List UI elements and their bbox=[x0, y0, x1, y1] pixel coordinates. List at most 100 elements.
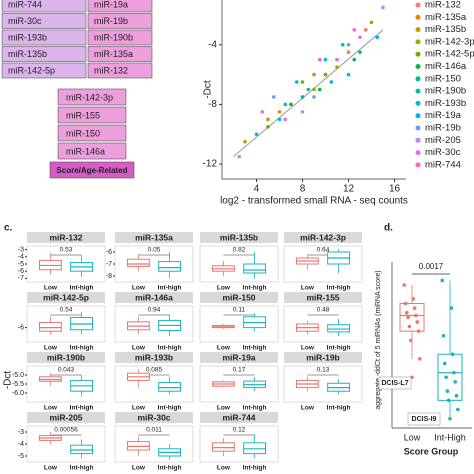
mirna-label: miR-30c bbox=[8, 16, 42, 26]
legend-label: miR-205 bbox=[425, 135, 461, 146]
legend-swatch bbox=[415, 14, 421, 20]
box bbox=[38, 322, 62, 332]
p-value: 0.0017 bbox=[419, 262, 444, 271]
p-value: 0.17 bbox=[233, 367, 246, 374]
point bbox=[445, 389, 450, 393]
point bbox=[453, 380, 458, 384]
p-value: 0.12 bbox=[233, 427, 246, 434]
point bbox=[443, 361, 447, 366]
point bbox=[243, 139, 247, 144]
y-tick-label: -5 bbox=[18, 453, 24, 460]
strip bbox=[284, 352, 362, 363]
point bbox=[266, 124, 270, 129]
x-tick-label: Int-high bbox=[327, 345, 351, 352]
point bbox=[335, 65, 339, 69]
point bbox=[440, 278, 445, 283]
p-value: 0.043 bbox=[58, 367, 75, 374]
point bbox=[414, 313, 418, 318]
y-tick-label: -6 bbox=[18, 324, 24, 331]
point bbox=[340, 42, 345, 47]
x-tick-label: 4 bbox=[254, 184, 260, 195]
point bbox=[323, 57, 328, 62]
x-tick-label: Low bbox=[132, 285, 146, 292]
legend-label: miR-30c bbox=[425, 147, 461, 158]
y-tick-label: -3 bbox=[18, 429, 24, 436]
point bbox=[277, 110, 282, 114]
box bbox=[437, 353, 463, 401]
y-tick-label: -6 bbox=[18, 268, 24, 275]
mirna-label: miR-135a bbox=[94, 49, 133, 59]
y-tick-label: -6 bbox=[106, 249, 112, 256]
p-value: 0.82 bbox=[233, 247, 246, 254]
x-tick-label: Low bbox=[404, 432, 421, 442]
legend-label: miR-19a bbox=[425, 110, 462, 121]
point bbox=[312, 95, 316, 99]
panel-bg bbox=[26, 425, 106, 463]
mirna-label: miR-155 bbox=[66, 110, 100, 120]
y-axis-label: -Dct bbox=[203, 80, 214, 99]
legend-swatch bbox=[415, 2, 421, 8]
point bbox=[450, 352, 455, 357]
point bbox=[416, 329, 421, 333]
x-tick-label: Low bbox=[217, 465, 231, 472]
y-tick-label: -3 bbox=[18, 246, 24, 253]
y-axis-label: aggregate -ddCt of 5 miRNAs (miRNA score… bbox=[375, 270, 382, 409]
point bbox=[300, 110, 305, 114]
point bbox=[456, 407, 460, 412]
y-tick-label: -4 bbox=[18, 254, 24, 261]
point bbox=[407, 324, 412, 329]
legend-label: miR-193b bbox=[425, 98, 466, 109]
annotation: DCIS-L7 bbox=[381, 380, 408, 387]
x-tick-label: Low bbox=[301, 285, 315, 292]
box bbox=[399, 303, 425, 332]
legend-label: miR-142-5p bbox=[425, 49, 474, 60]
panel-title: miR-190b bbox=[47, 352, 85, 362]
annotation-box bbox=[407, 412, 441, 426]
fit-line bbox=[233, 29, 384, 158]
x-tick-label: Int-High bbox=[434, 432, 466, 442]
legend-label: miR-135b bbox=[425, 24, 466, 35]
point bbox=[254, 132, 259, 137]
point bbox=[406, 315, 410, 320]
y-tick-label: -4 bbox=[18, 441, 24, 448]
x-tick-label: Int-high bbox=[243, 405, 267, 412]
point bbox=[312, 87, 316, 92]
x-tick-label: Int-high bbox=[158, 405, 182, 412]
point bbox=[271, 95, 276, 99]
p-value: 0.53 bbox=[60, 247, 73, 254]
x-tick-label: Low bbox=[132, 405, 146, 412]
point bbox=[317, 57, 322, 62]
mirna-box bbox=[57, 142, 127, 160]
legend-label: miR-146a bbox=[425, 61, 467, 72]
legend-swatch bbox=[415, 64, 421, 69]
mirna-box bbox=[87, 46, 153, 62]
point bbox=[335, 57, 339, 62]
x-tick-label: Low bbox=[217, 345, 231, 352]
point bbox=[346, 50, 351, 55]
mirna-label: miR-19a bbox=[94, 0, 128, 9]
panel-title: miR-142-5p bbox=[43, 292, 89, 302]
x-tick-label: Low bbox=[132, 465, 146, 472]
mirna-label: miR-744 bbox=[8, 0, 42, 9]
panel-title: miR-146a bbox=[135, 292, 173, 302]
panel-title: miR-135a bbox=[135, 232, 173, 242]
p-value: 0.64 bbox=[317, 247, 330, 254]
p-value: 0.54 bbox=[60, 307, 73, 314]
strip bbox=[27, 232, 105, 243]
y-tick-label: -5.5 bbox=[12, 381, 24, 388]
strip bbox=[115, 232, 193, 243]
point bbox=[346, 42, 351, 47]
point bbox=[415, 320, 420, 324]
legend-swatch bbox=[415, 113, 421, 119]
strip bbox=[27, 352, 105, 363]
legend-label: miR-135a bbox=[425, 12, 467, 23]
mirna-box bbox=[1, 0, 87, 13]
strip bbox=[200, 352, 278, 363]
point bbox=[402, 283, 407, 287]
panel-title: miR-193b bbox=[135, 352, 173, 362]
point bbox=[317, 87, 322, 92]
panel-label: d. bbox=[384, 223, 393, 234]
p-value: 0.085 bbox=[146, 367, 163, 374]
x-tick-label: 12 bbox=[343, 184, 355, 195]
y-tick-label: -7 bbox=[106, 261, 112, 268]
